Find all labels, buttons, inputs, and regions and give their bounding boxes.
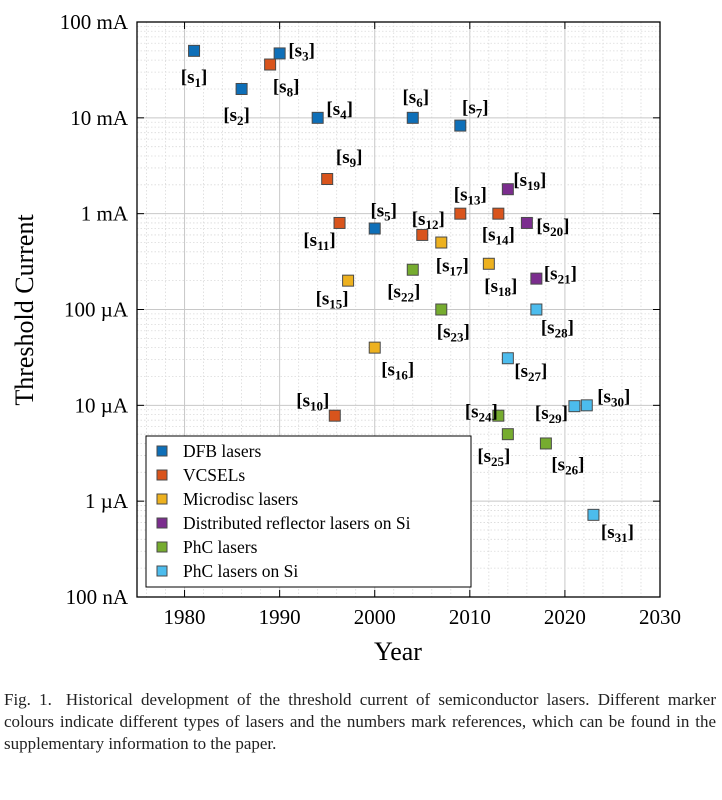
ref-label-s3: [s3] [288,40,315,63]
marker-s1 [188,44,201,57]
ref-label-s22: [s22] [387,282,420,305]
marker-s22 [406,263,419,276]
legend-marker [156,469,168,481]
ref-label-s18: [s18] [484,276,517,299]
x-tick-label: 2000 [354,605,396,629]
ref-label-s25: [s25] [477,446,510,469]
ref-label-s15: [s15] [316,289,349,312]
legend-box [145,435,472,588]
ref-label-s17: [s17] [436,256,469,279]
ref-label-s20: [s20] [536,216,569,239]
marker-s20 [520,216,533,229]
marker-s23 [435,303,448,316]
marker-s2 [235,82,248,95]
marker-s27 [501,352,514,365]
ref-label-s27: [s27] [514,361,547,384]
x-tick-label: 2010 [449,605,491,629]
ref-label-s30: [s30] [597,386,630,409]
marker-s30 [580,399,593,412]
ref-label-s5: [s5] [370,201,397,224]
ref-label-s9: [s9] [336,147,363,170]
legend-marker [156,565,168,577]
legend-label: PhC lasers [183,537,258,557]
ref-label-s4: [s4] [326,99,353,122]
threshold-current-chart: 100 mA 10 mA 1 mA 100 µA 10 µA 1 µA 100 nA 198… [10,10,681,666]
marker-s15 [342,274,355,287]
x-axis-label: Year [374,637,422,666]
ref-label-s21: [s21] [544,264,577,287]
ref-label-s7: [s7] [462,98,489,121]
marker-s11 [333,216,346,229]
marker-s26 [539,437,552,450]
legend-label: DFB lasers [183,441,261,461]
legend-label: VCSELs [183,465,245,485]
y-tick-label: 100 mA [60,10,129,34]
y-axis-label: Threshold Current [10,214,39,406]
marker-s19 [501,183,514,196]
ref-label-s12: [s12] [412,209,445,232]
x-tick-label: 1990 [259,605,301,629]
y-tick-labels: 100 mA 10 mA 1 mA 100 µA 10 µA 1 µA 100 nA [60,10,129,609]
ref-label-s10: [s10] [296,391,329,414]
legend-label: Distributed reflector lasers on Si [183,513,411,533]
caption-label: Fig. 1. [4,690,52,709]
reference-labels: [s1] [s2] [s3] [s4] [s5] [s6] [s7] [s8] [s9] [s10… [181,40,634,544]
legend-label: PhC lasers on Si [183,561,298,581]
legend: DFB lasers VCSELs Microdisc lasers Distribu… [145,435,472,588]
ref-label-s11: [s11] [303,230,335,253]
marker-s6 [406,111,419,124]
legend-marker [156,517,168,529]
legend-marker [156,493,168,505]
marker-s25 [501,428,514,441]
data-markers [188,44,600,521]
x-tick-label: 1980 [164,605,206,629]
marker-s18 [482,257,495,270]
y-tick-label: 1 µA [85,489,129,513]
axis-ticks [137,21,661,598]
x-tick-labels: 1980 1990 2000 2010 2020 2030 [164,605,681,629]
y-tick-label: 10 mA [70,106,129,130]
marker-s28 [530,303,543,316]
ref-label-s28: [s28] [541,318,574,341]
marker-s31 [587,508,600,521]
x-tick-label: 2020 [544,605,586,629]
legend-marker [156,445,168,457]
marker-s17 [435,236,448,249]
ref-label-s8: [s8] [273,77,300,100]
legend-label: Microdisc lasers [183,489,298,509]
marker-s10 [328,409,341,422]
ref-label-s23: [s23] [437,322,470,345]
ref-label-s6: [s6] [402,87,429,110]
y-tick-label: 100 µA [64,298,129,322]
ref-label-s31: [s31] [601,522,634,545]
y-tick-label: 10 µA [74,393,128,417]
marker-s9 [321,173,334,186]
ref-label-s29: [s29] [535,403,568,426]
marker-s7 [454,119,467,132]
y-tick-label: 1 mA [81,202,129,226]
ref-label-s26: [s26] [551,454,584,477]
ref-label-s16: [s16] [381,360,414,383]
marker-s29 [568,400,581,413]
marker-s13 [454,207,467,220]
figure-caption: Fig. 1. Historical development of the thr… [4,689,716,755]
marker-s5 [368,222,381,235]
ref-label-s2: [s2] [223,105,250,128]
marker-s21 [530,272,543,285]
marker-s3 [273,47,286,60]
ref-label-s1: [s1] [181,67,208,90]
ref-label-s19: [s19] [513,170,546,193]
grid-lines [137,22,660,597]
x-tick-label: 2030 [639,605,681,629]
marker-s16 [368,341,381,354]
legend-marker [156,541,168,553]
marker-s24 [492,409,505,422]
marker-s12 [416,228,429,241]
caption-text: Historical development of the threshold … [4,690,716,753]
y-tick-label: 100 nA [66,585,129,609]
marker-s14 [492,207,505,220]
marker-s8 [264,58,277,71]
marker-s4 [311,111,324,124]
